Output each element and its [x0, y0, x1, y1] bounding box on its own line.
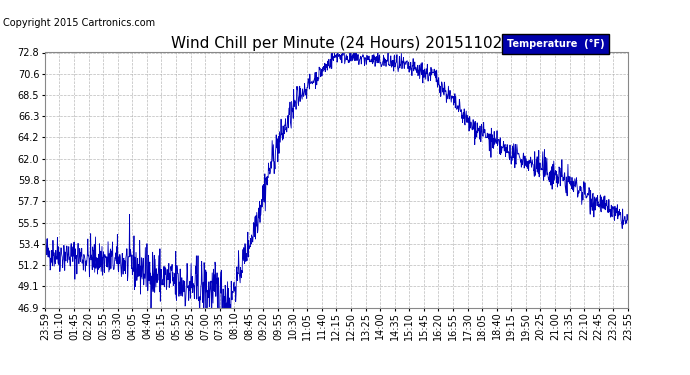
Text: Temperature  (°F): Temperature (°F)	[507, 39, 604, 49]
Title: Wind Chill per Minute (24 Hours) 20151102: Wind Chill per Minute (24 Hours) 2015110…	[170, 36, 502, 51]
Text: Copyright 2015 Cartronics.com: Copyright 2015 Cartronics.com	[3, 18, 155, 28]
